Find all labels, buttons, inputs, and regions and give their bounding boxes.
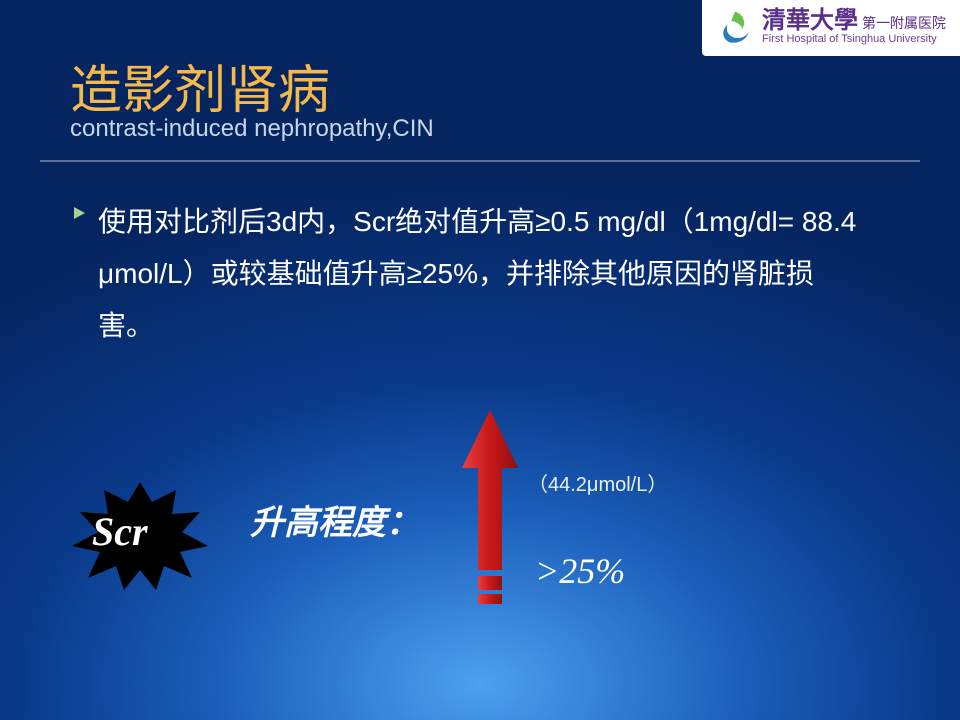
percent-label: >25% (535, 550, 625, 592)
university-name: 清華大學 (762, 9, 858, 33)
umol-note: （44.2μmol/L） (528, 468, 667, 497)
slide-title-cn: 造影剂肾病 (70, 48, 330, 123)
raise-degree-label: 升高程度： (250, 495, 420, 544)
slide-title-en: contrast-induced nephropathy,CIN (70, 115, 434, 143)
hospital-name-en: First Hospital of Tsinghua University (762, 33, 946, 45)
slide: 清華大學 第一附属医院 First Hospital of Tsinghua U… (0, 0, 960, 720)
up-arrow-icon (460, 410, 520, 610)
hospital-logo: 清華大學 第一附属医院 First Hospital of Tsinghua U… (702, 0, 960, 56)
leaf-swirl-icon (716, 8, 754, 46)
bullet-arrow-icon (72, 205, 88, 221)
title-underline (40, 160, 920, 162)
hospital-suffix: 第一附属医院 (862, 16, 946, 31)
logo-text-block: 清華大學 第一附属医院 First Hospital of Tsinghua U… (762, 9, 946, 45)
scr-label: Scr (92, 508, 148, 555)
definition-text: 使用对比剂后3d内，Scr绝对值升高≥0.5 mg/dl（1mg/dl= 88.… (98, 196, 858, 351)
